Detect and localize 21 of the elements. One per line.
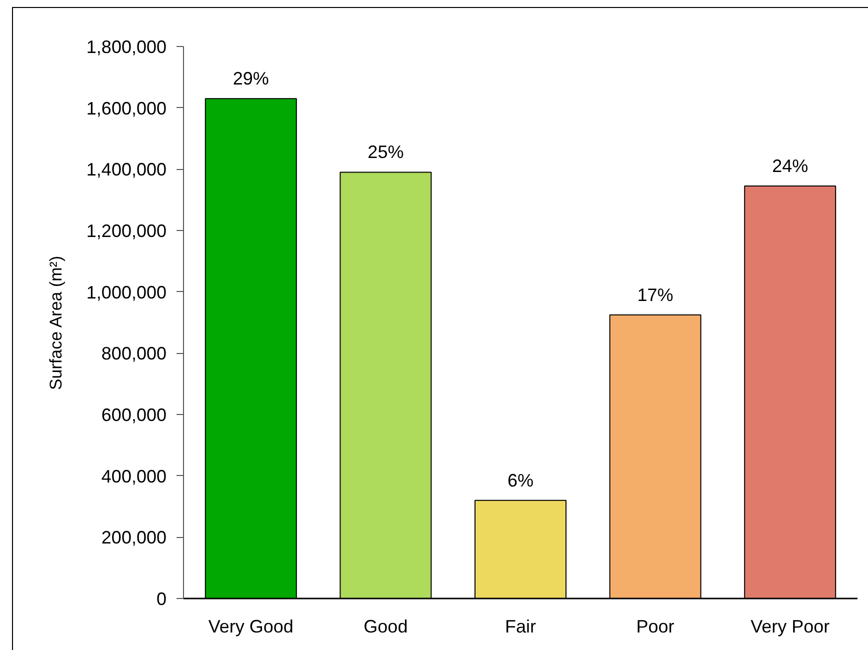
annotation: 17% — [637, 284, 674, 305]
y-tick-label: 400,000 — [101, 466, 167, 486]
x-tick-label: Good — [364, 616, 408, 636]
annotation: 6% — [507, 470, 534, 490]
y-tick-label: 1,800,000 — [86, 37, 166, 57]
y-tick-label: 1,200,000 — [86, 221, 166, 241]
y-tick-label: 1,400,000 — [86, 160, 166, 180]
x-tick-label: Very Poor — [750, 616, 830, 636]
annotation: 24% — [772, 156, 808, 176]
x-tick-label: Very Good — [208, 616, 294, 636]
y-tick-label: 1,000,000 — [86, 282, 166, 302]
y-tick-label: 0 — [156, 589, 167, 609]
x-tick-label: Poor — [636, 616, 674, 636]
y-tick-label: 800,000 — [101, 344, 167, 364]
y-tick-label: 1,600,000 — [86, 98, 166, 118]
y-tick-label: 600,000 — [101, 405, 167, 425]
y-tick-label: 200,000 — [101, 528, 167, 548]
annotation: 25% — [368, 142, 404, 162]
y-axis-title: Surface Area (m²) — [46, 256, 66, 390]
annotation: 29% — [232, 68, 269, 89]
x-tick-label: Fair — [505, 616, 536, 636]
